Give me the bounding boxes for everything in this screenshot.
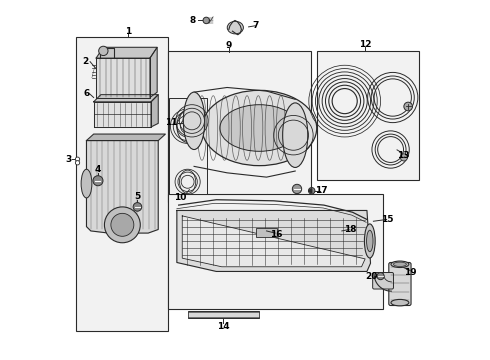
Polygon shape bbox=[309, 189, 312, 193]
Circle shape bbox=[104, 207, 140, 243]
Text: 14: 14 bbox=[217, 322, 230, 331]
Ellipse shape bbox=[367, 230, 373, 252]
Ellipse shape bbox=[81, 169, 92, 198]
Circle shape bbox=[75, 157, 80, 161]
Bar bbox=[188, 312, 259, 318]
Text: 12: 12 bbox=[359, 40, 371, 49]
Circle shape bbox=[111, 213, 134, 236]
Bar bbox=[256, 228, 277, 237]
Text: 5: 5 bbox=[134, 192, 141, 201]
Ellipse shape bbox=[365, 224, 375, 258]
Circle shape bbox=[203, 17, 210, 24]
Circle shape bbox=[404, 102, 413, 111]
Circle shape bbox=[75, 161, 80, 165]
Text: 20: 20 bbox=[366, 271, 378, 280]
Text: 6: 6 bbox=[83, 89, 89, 98]
Circle shape bbox=[133, 203, 142, 211]
Polygon shape bbox=[94, 102, 151, 127]
Ellipse shape bbox=[227, 21, 244, 34]
Bar bbox=[76, 37, 168, 330]
Ellipse shape bbox=[283, 103, 308, 167]
Text: 3: 3 bbox=[66, 155, 72, 164]
Bar bbox=[168, 51, 311, 202]
Text: 2: 2 bbox=[82, 57, 89, 66]
Text: 7: 7 bbox=[252, 21, 259, 30]
Polygon shape bbox=[87, 134, 166, 140]
Polygon shape bbox=[150, 47, 157, 98]
Ellipse shape bbox=[220, 105, 299, 151]
Text: 13: 13 bbox=[397, 151, 410, 160]
Bar bbox=[188, 311, 259, 318]
Text: 1: 1 bbox=[125, 27, 132, 36]
Polygon shape bbox=[182, 216, 365, 267]
Text: 10: 10 bbox=[174, 193, 187, 202]
Ellipse shape bbox=[391, 300, 409, 306]
FancyBboxPatch shape bbox=[389, 262, 411, 306]
Text: 4: 4 bbox=[95, 166, 101, 175]
Text: 18: 18 bbox=[344, 225, 356, 234]
Text: 15: 15 bbox=[381, 215, 393, 224]
Circle shape bbox=[309, 188, 315, 194]
Circle shape bbox=[400, 154, 408, 161]
FancyBboxPatch shape bbox=[373, 273, 393, 289]
Polygon shape bbox=[94, 95, 158, 102]
Text: 8: 8 bbox=[190, 16, 196, 25]
Polygon shape bbox=[96, 58, 150, 98]
Bar bbox=[169, 98, 207, 194]
Circle shape bbox=[377, 273, 384, 280]
Polygon shape bbox=[151, 95, 158, 127]
Bar bbox=[317, 51, 419, 180]
Bar bbox=[168, 194, 383, 309]
Polygon shape bbox=[96, 47, 157, 58]
Text: 16: 16 bbox=[270, 230, 283, 239]
Ellipse shape bbox=[393, 262, 406, 266]
Ellipse shape bbox=[391, 261, 409, 267]
Polygon shape bbox=[87, 140, 158, 233]
Circle shape bbox=[98, 46, 108, 55]
Ellipse shape bbox=[202, 90, 317, 166]
Polygon shape bbox=[177, 211, 370, 271]
Text: 17: 17 bbox=[315, 186, 327, 195]
Circle shape bbox=[93, 176, 103, 186]
Circle shape bbox=[293, 184, 302, 194]
Text: 19: 19 bbox=[404, 268, 417, 277]
Text: 9: 9 bbox=[226, 41, 232, 50]
Ellipse shape bbox=[183, 92, 205, 149]
Text: 11: 11 bbox=[165, 118, 178, 127]
